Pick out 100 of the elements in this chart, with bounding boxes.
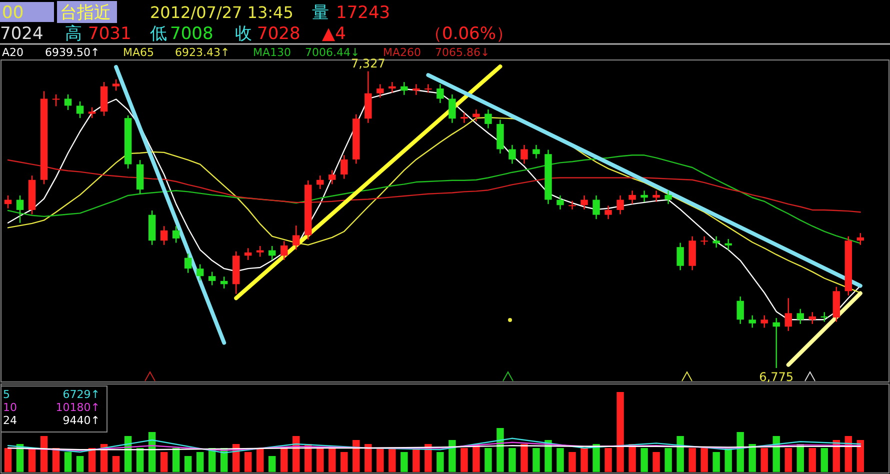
- candlestick: [448, 94, 456, 124]
- bar: [664, 448, 672, 472]
- bar: [496, 428, 504, 472]
- bar: [196, 452, 204, 472]
- candlestick: [472, 108, 480, 122]
- candlestick: [184, 252, 192, 274]
- bar: [580, 448, 588, 472]
- bar: [256, 448, 264, 472]
- candlestick: [712, 236, 720, 248]
- bar: [364, 444, 372, 472]
- candlestick: [172, 226, 180, 244]
- text: 收: [235, 24, 252, 44]
- text: 7006.44↓: [305, 46, 360, 59]
- candlestick: [376, 84, 384, 98]
- bar: [412, 448, 420, 472]
- annotation: 7,327: [350, 56, 386, 70]
- candlestick: [76, 100, 84, 119]
- candlestick: [856, 232, 864, 246]
- candlestick: [316, 174, 324, 190]
- text: （0.06%）: [425, 24, 514, 44]
- bar: [316, 448, 324, 472]
- text: 量: [312, 3, 329, 23]
- candlestick: [292, 224, 300, 250]
- candlestick: [88, 106, 96, 119]
- candlestick: [808, 312, 816, 325]
- candlestick: [700, 236, 708, 246]
- candlestick: [220, 276, 228, 290]
- candlestick: [16, 194, 24, 224]
- bar: [856, 440, 864, 472]
- candlestick: [388, 81, 396, 94]
- text: MA65: [123, 46, 154, 59]
- candlestick: [580, 194, 588, 210]
- bar: [400, 452, 408, 472]
- text: MA130: [253, 46, 292, 59]
- bar: [532, 448, 540, 472]
- bar: [76, 456, 84, 472]
- candlestick: [112, 78, 120, 92]
- candlestick: [520, 144, 528, 164]
- text: 17243: [336, 3, 390, 23]
- text: 低: [150, 24, 167, 44]
- text: 00: [2, 3, 24, 23]
- candlestick: [736, 296, 744, 325]
- bar: [460, 448, 468, 472]
- candlestick: [460, 112, 468, 124]
- bar: [448, 440, 456, 472]
- candlestick: [436, 84, 444, 104]
- bar: [112, 456, 120, 472]
- bar: [484, 448, 492, 472]
- bar: [688, 448, 696, 472]
- candlestick: [412, 84, 420, 96]
- bar: [748, 444, 756, 472]
- bar: [388, 448, 396, 472]
- candlestick: [592, 194, 600, 220]
- bar: [136, 448, 144, 472]
- candlestick: [748, 314, 756, 328]
- bar: [652, 452, 660, 472]
- text: MA260: [383, 46, 422, 59]
- candlestick: [508, 144, 516, 164]
- bar: [568, 452, 576, 472]
- annotation: 10180↑: [56, 401, 100, 414]
- candlestick: [796, 308, 804, 325]
- bar: [184, 456, 192, 472]
- candlestick: [820, 312, 828, 322]
- bar: [280, 448, 288, 472]
- candlestick: [760, 314, 768, 328]
- text: 7008: [170, 24, 214, 44]
- bar: [700, 448, 708, 472]
- candlestick: [484, 108, 492, 129]
- candlestick: [340, 154, 348, 180]
- bar: [604, 448, 612, 472]
- annotation: 6,775: [759, 370, 794, 384]
- candlestick: [424, 84, 432, 94]
- text: 6939.50↑: [45, 46, 100, 59]
- candlestick: [616, 194, 624, 215]
- candlestick: [208, 271, 216, 286]
- series-label: 24: [3, 414, 17, 427]
- bar: [784, 448, 792, 472]
- text: 7024: [0, 24, 44, 44]
- bar: [508, 448, 516, 472]
- candlestick: [400, 81, 408, 96]
- bar: [808, 448, 816, 472]
- bar: [544, 440, 552, 472]
- candlestick: [196, 264, 204, 281]
- bar: [88, 448, 96, 472]
- candlestick: [568, 200, 576, 210]
- candlestick: [724, 238, 732, 250]
- bar: [160, 452, 168, 472]
- bar: [736, 432, 744, 472]
- text: 2012/07/27 13:45: [150, 3, 294, 22]
- text: ▲4: [322, 24, 346, 44]
- bar: [616, 392, 624, 472]
- bar: [64, 452, 72, 472]
- bar: [712, 452, 720, 472]
- bar: [640, 448, 648, 472]
- candlestick: [676, 242, 684, 271]
- bar: [268, 456, 276, 472]
- annotation: 6729↑: [62, 388, 100, 401]
- candlestick: [256, 245, 264, 258]
- candlestick: [64, 94, 72, 111]
- bar: [628, 444, 636, 472]
